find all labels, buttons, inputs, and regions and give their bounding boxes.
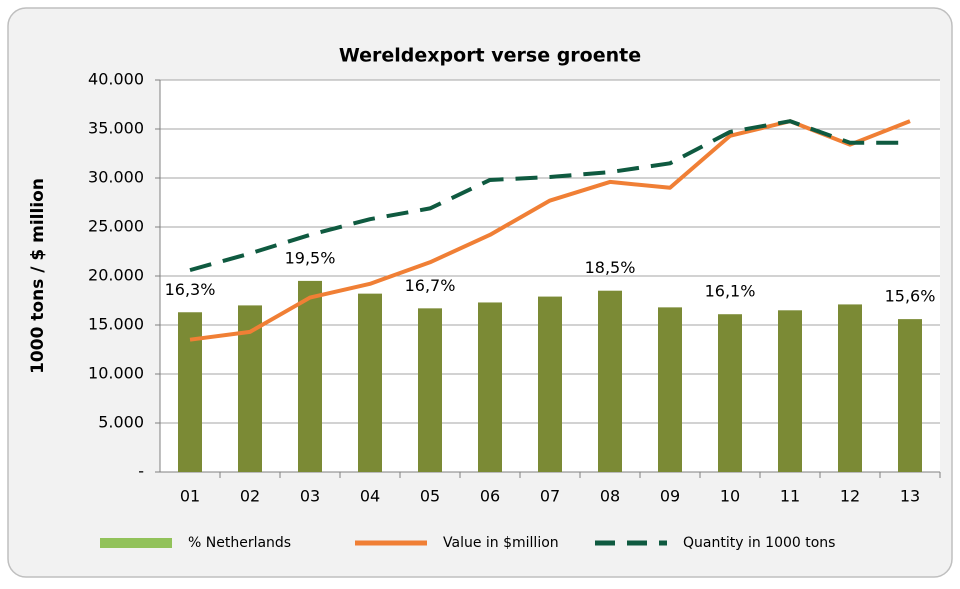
legend-label: Value in $million bbox=[443, 535, 559, 551]
data-label: 19,5% bbox=[285, 248, 336, 267]
x-tick-label: 10 bbox=[720, 487, 740, 506]
x-tick-label: 06 bbox=[480, 487, 500, 506]
y-tick-label: 30.000 bbox=[88, 168, 144, 187]
bar bbox=[358, 293, 382, 472]
legend-label: Quantity in 1000 tons bbox=[683, 535, 835, 551]
data-label: 16,3% bbox=[165, 280, 216, 299]
bar bbox=[178, 312, 202, 472]
bar bbox=[718, 314, 742, 472]
x-tick-label: 01 bbox=[180, 487, 200, 506]
data-label: 16,1% bbox=[705, 282, 756, 301]
x-tick-label: 13 bbox=[900, 487, 920, 506]
y-tick-label: 5.000 bbox=[98, 413, 144, 432]
chart-title: Wereldexport verse groente bbox=[339, 45, 641, 67]
x-tick-label: 04 bbox=[360, 487, 380, 506]
legend-label: % Netherlands bbox=[188, 535, 291, 551]
data-label: 16,7% bbox=[405, 276, 456, 295]
y-tick-label: - bbox=[138, 462, 144, 481]
bar bbox=[658, 307, 682, 472]
data-label: 15,6% bbox=[885, 287, 936, 306]
y-axis-label: 1000 tons / $ million bbox=[28, 178, 48, 374]
bar bbox=[298, 280, 322, 472]
x-tick-label: 09 bbox=[660, 487, 680, 506]
bar bbox=[898, 319, 922, 472]
x-tick-label: 11 bbox=[780, 487, 800, 506]
bar bbox=[538, 296, 562, 472]
y-tick-label: 25.000 bbox=[88, 217, 144, 236]
x-tick-label: 05 bbox=[420, 487, 440, 506]
bar bbox=[478, 302, 502, 472]
y-tick-label: 20.000 bbox=[88, 266, 144, 285]
y-tick-label: 10.000 bbox=[88, 364, 144, 383]
bar bbox=[778, 310, 802, 472]
data-label: 18,5% bbox=[585, 258, 636, 277]
dashed-line bbox=[189, 119, 910, 273]
bar bbox=[598, 290, 622, 472]
x-tick-label: 07 bbox=[540, 487, 560, 506]
x-tick-label: 08 bbox=[600, 487, 620, 506]
x-tick-label: 02 bbox=[240, 487, 260, 506]
x-tick-label: 03 bbox=[300, 487, 320, 506]
y-tick-label: 15.000 bbox=[88, 315, 144, 334]
x-tick-label: 12 bbox=[840, 487, 860, 506]
bar bbox=[418, 308, 442, 472]
bar bbox=[838, 304, 862, 472]
y-tick-label: 40.000 bbox=[88, 70, 144, 89]
y-tick-label: 35.000 bbox=[88, 119, 144, 138]
